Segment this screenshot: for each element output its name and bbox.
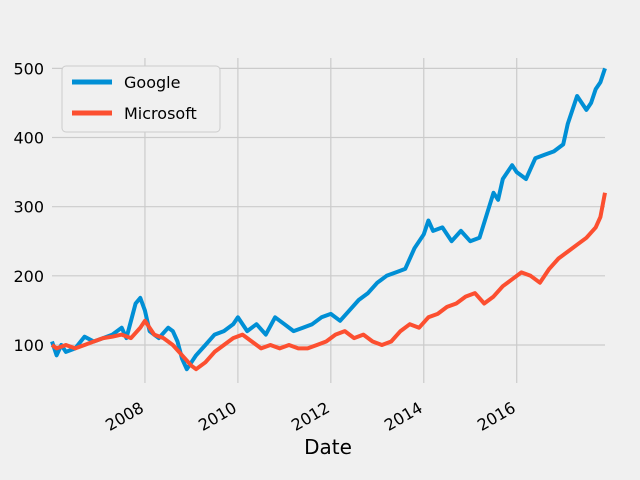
y-tick-label: 500 — [13, 59, 44, 78]
x-tick-label: 2014 — [381, 398, 426, 435]
x-tick-label: 2008 — [102, 398, 147, 435]
grid-lines — [52, 58, 605, 383]
series-line-google — [50, 67, 607, 372]
legend-label-google: Google — [124, 73, 180, 92]
x-tick-label: 2016 — [474, 398, 519, 435]
x-tick-label: 2010 — [195, 398, 240, 435]
series-lines — [50, 67, 607, 372]
x-axis-title: Date — [304, 435, 352, 459]
y-tick-label: 400 — [13, 129, 44, 148]
y-tick-label: 100 — [13, 336, 44, 355]
legend-label-microsoft: Microsoft — [124, 104, 197, 123]
legend: Google Microsoft — [61, 65, 221, 133]
y-tick-label: 200 — [13, 267, 44, 286]
x-tick-label: 2012 — [288, 398, 333, 435]
series-line-microsoft — [50, 192, 607, 372]
y-tick-label: 300 — [13, 198, 44, 217]
